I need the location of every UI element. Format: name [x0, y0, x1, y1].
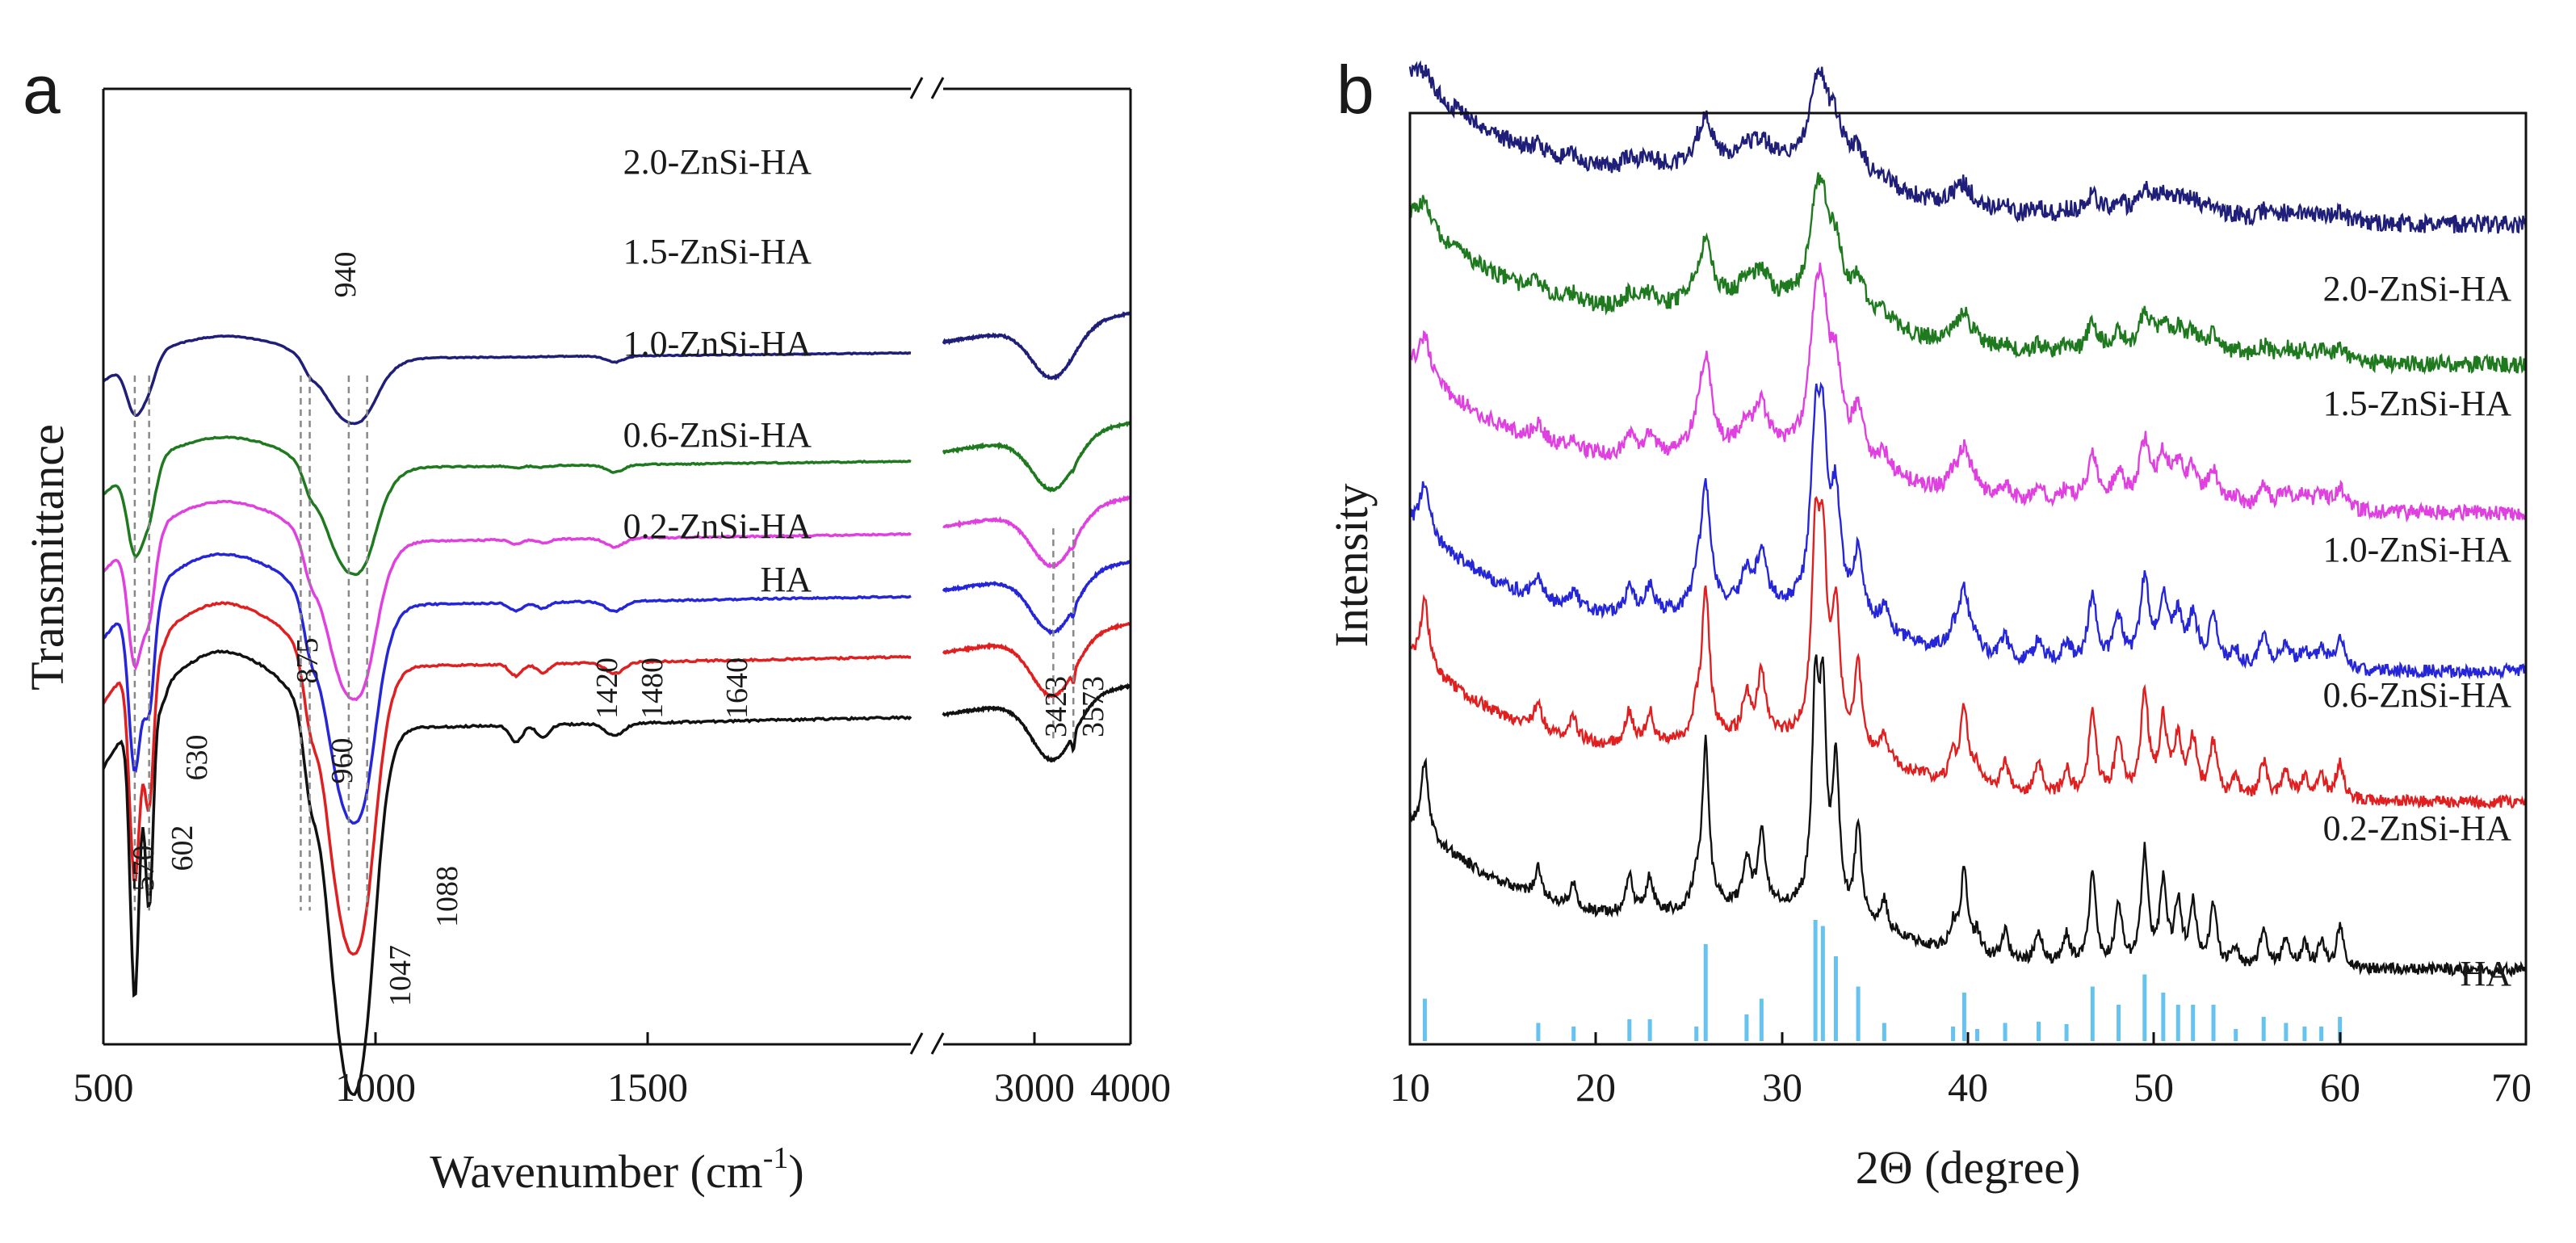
- a-series-line-3-left: [102, 552, 912, 825]
- a-x-tick-label-4000: 4000: [1090, 1065, 1171, 1110]
- a-axis-break-bottom: [909, 1032, 945, 1055]
- a-series-line-0-left: [102, 334, 912, 426]
- b-series-label-0-6: 0.6-ZnSi-HA: [2323, 675, 2512, 715]
- b-x-tick-label-60: 60: [2320, 1065, 2360, 1110]
- a-series-line-2-left: [102, 499, 912, 702]
- a-peak-label-3573: 3573: [1076, 676, 1110, 737]
- b-series-label-1-0: 1.0-ZnSi-HA: [2323, 530, 2512, 569]
- a-peak-label-1640: 1640: [720, 657, 754, 719]
- b-series-label-ha: HA: [2460, 954, 2511, 993]
- a-axis-break-top: [909, 77, 945, 99]
- a-series-line-2-right: [942, 494, 1132, 569]
- panel-letter-a: a: [23, 52, 61, 128]
- b-x-tick-label-20: 20: [1575, 1065, 1616, 1110]
- a-x-tick-label-1500: 1500: [607, 1065, 688, 1110]
- a-series-label-0-6: 0.6-ZnSi-HA: [623, 415, 812, 455]
- a-x-tick-label-3000: 3000: [994, 1065, 1075, 1110]
- a-series-line-4-left: [102, 601, 912, 956]
- a-plot-area: [102, 311, 1132, 1096]
- a-peak-label-875: 875: [291, 638, 325, 684]
- b-x-axis-title: 2Θ (degree): [1856, 1141, 2081, 1194]
- b-series-line-4: [1409, 495, 2528, 811]
- b-series-line-3: [1409, 381, 2528, 680]
- a-series-label-2-0: 2.0-ZnSi-HA: [623, 142, 812, 182]
- b-series-label-1-5: 1.5-ZnSi-HA: [2323, 384, 2512, 423]
- a-peak-label-1420: 1420: [590, 657, 624, 719]
- a-peak-label-602: 602: [166, 825, 199, 871]
- a-series-line-1-right: [942, 421, 1131, 493]
- a-series-label-0-2: 0.2-ZnSi-HA: [623, 506, 812, 546]
- a-series-line-3-right: [942, 560, 1132, 636]
- a-peak-label-630: 630: [180, 735, 214, 781]
- b-x-tick-label-50: 50: [2133, 1065, 2174, 1110]
- b-x-ticks: [1408, 1032, 2528, 1044]
- a-series-line-1-left: [103, 435, 912, 577]
- a-peak-label-570: 570: [127, 846, 161, 892]
- panel-b: b 10 20 30 40 50 60 70 2Θ (degree) Inten…: [1325, 52, 2532, 1194]
- a-y-axis-title: Transmittance: [21, 424, 73, 691]
- a-peak-label-1088: 1088: [430, 866, 464, 927]
- b-x-tick-label-30: 30: [1762, 1065, 1802, 1110]
- panel-a: a 500 1000 1500: [21, 52, 1171, 1198]
- a-x-ticks: [102, 1032, 1132, 1044]
- b-series-line-2: [1408, 262, 2527, 523]
- a-x-tick-label-500: 500: [73, 1065, 134, 1110]
- panel-letter-b: b: [1336, 52, 1374, 128]
- b-series-line-0: [1408, 60, 2528, 235]
- a-series-line-4-right: [942, 621, 1131, 699]
- b-x-tick-label-40: 40: [1948, 1065, 1988, 1110]
- a-series-line-5-right: [942, 682, 1132, 763]
- a-peak-label-3423: 3423: [1039, 676, 1073, 737]
- b-y-axis-title: Intensity: [1325, 484, 1378, 648]
- a-series-label-1-0: 1.0-ZnSi-HA: [623, 324, 812, 363]
- a-series-label-1-5: 1.5-ZnSi-HA: [623, 232, 812, 271]
- b-x-tick-label-10: 10: [1390, 1065, 1430, 1110]
- a-x-tick-label-1000: 1000: [335, 1065, 416, 1110]
- a-series-line-5-left: [102, 649, 913, 1096]
- a-series-line-0-right: [942, 311, 1131, 381]
- a-peak-label-1047: 1047: [384, 945, 417, 1006]
- a-peak-label-940: 940: [329, 252, 363, 298]
- b-series-label-2-0: 2.0-ZnSi-HA: [2323, 269, 2512, 309]
- b-series-line-1: [1408, 172, 2528, 376]
- a-peak-label-960: 960: [325, 738, 359, 784]
- a-x-axis-title: Wavenumber (cm-1): [430, 1141, 803, 1198]
- b-plot-area: [1408, 60, 2528, 1041]
- a-series-label-ha: HA: [760, 560, 812, 599]
- b-x-tick-label-70: 70: [2491, 1065, 2532, 1110]
- b-series-label-0-2: 0.2-ZnSi-HA: [2323, 808, 2512, 848]
- a-peak-label-1480: 1480: [636, 657, 669, 719]
- b-series-line-5: [1408, 654, 2528, 978]
- a-axis-frame: [102, 87, 1132, 1046]
